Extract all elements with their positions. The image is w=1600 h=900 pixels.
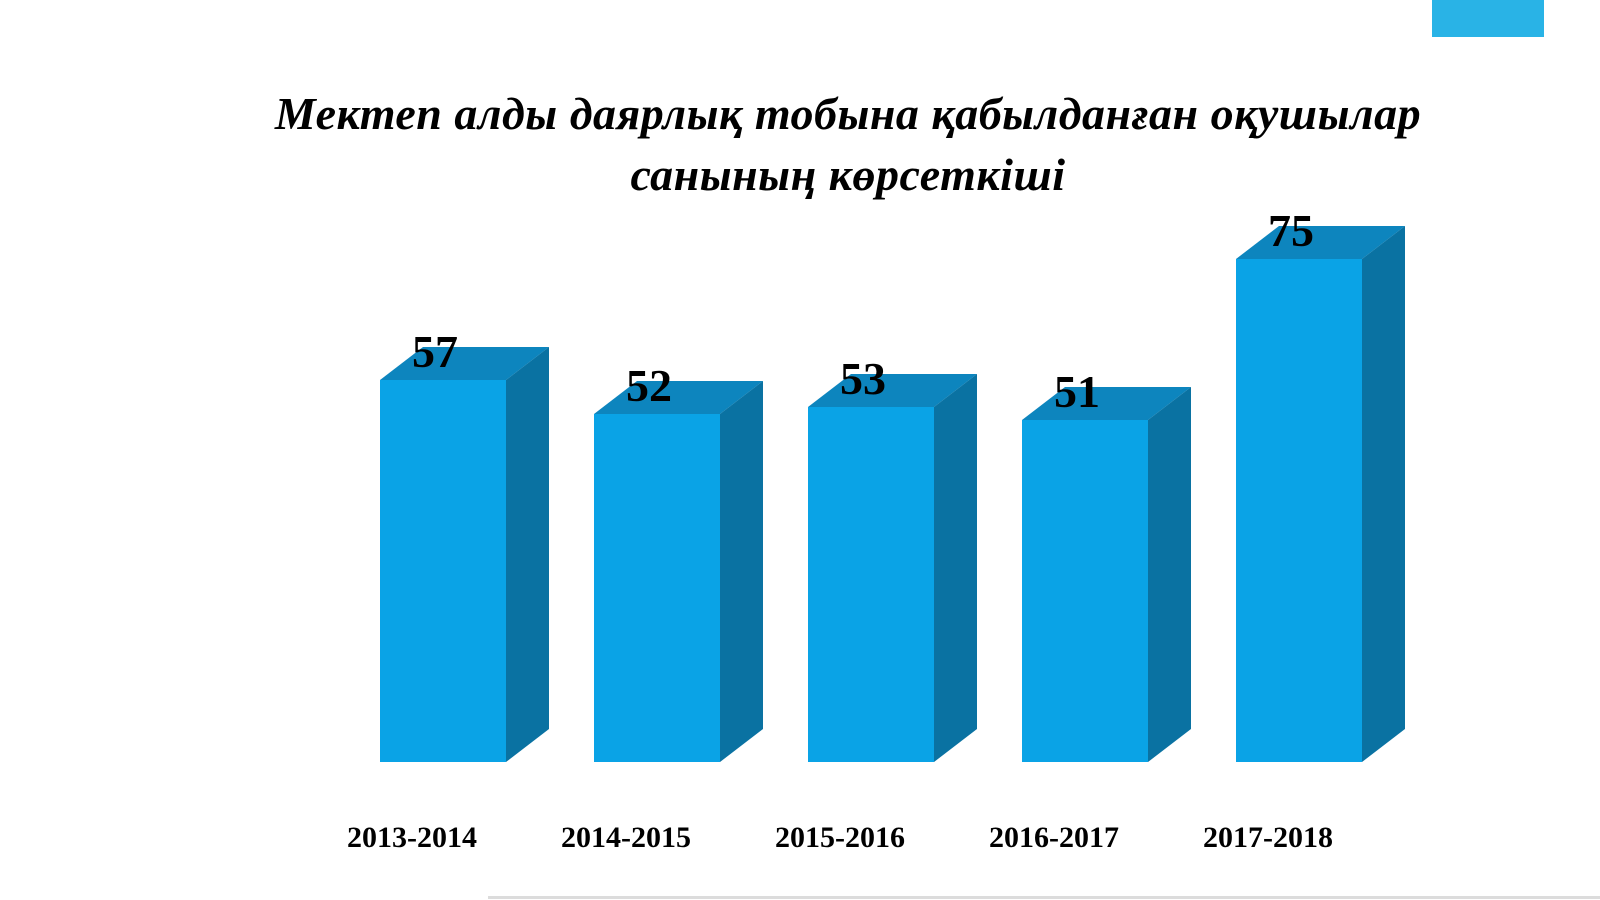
chart-title-line2: санының көрсеткіші	[630, 148, 1066, 200]
bar-value-label-2014-2015: 52	[626, 360, 672, 411]
bar-side-face	[934, 374, 977, 762]
bar-2014-2015	[594, 381, 763, 762]
bar-front-face	[594, 414, 720, 762]
bar-side-face	[506, 347, 549, 762]
bar-value-label-2015-2016: 53	[840, 353, 886, 404]
category-label-2016-2017: 2016-2017	[989, 821, 1119, 854]
category-label-2014-2015: 2014-2015	[561, 821, 691, 854]
bar-top-face	[808, 374, 977, 407]
category-label-2015-2016: 2015-2016	[775, 821, 905, 854]
bar-top-face	[1236, 226, 1405, 259]
bar-value-label-2016-2017: 51	[1054, 366, 1100, 417]
bar-2016-2017	[1022, 387, 1191, 762]
bar-front-face	[1022, 420, 1148, 762]
bar-front-face	[808, 407, 934, 762]
bar-top-face	[1022, 387, 1191, 420]
bar-2015-2016	[808, 374, 977, 762]
bar-value-label-2013-2014: 57	[412, 326, 458, 377]
bar-top-face	[594, 381, 763, 414]
bar-side-face	[1148, 387, 1191, 762]
category-label-2013-2014: 2013-2014	[347, 821, 477, 854]
bar-front-face	[380, 380, 506, 762]
bar-top-face	[380, 347, 549, 380]
category-label-2017-2018: 2017-2018	[1203, 821, 1333, 854]
bar-2017-2018	[1236, 226, 1405, 762]
bottom-edge-line	[488, 896, 1600, 899]
bar-value-label-2017-2018: 75	[1268, 205, 1314, 256]
chart-title: Мектеп алды даярлық тобына қабылданған о…	[248, 84, 1448, 205]
decor-rectangle	[1432, 0, 1544, 37]
bar-side-face	[720, 381, 763, 762]
chart-title-line1: Мектеп алды даярлық тобына қабылданған о…	[274, 88, 1422, 139]
bar-front-face	[1236, 259, 1362, 762]
bar-2013-2014	[380, 347, 549, 762]
bar-side-face	[1362, 226, 1405, 762]
